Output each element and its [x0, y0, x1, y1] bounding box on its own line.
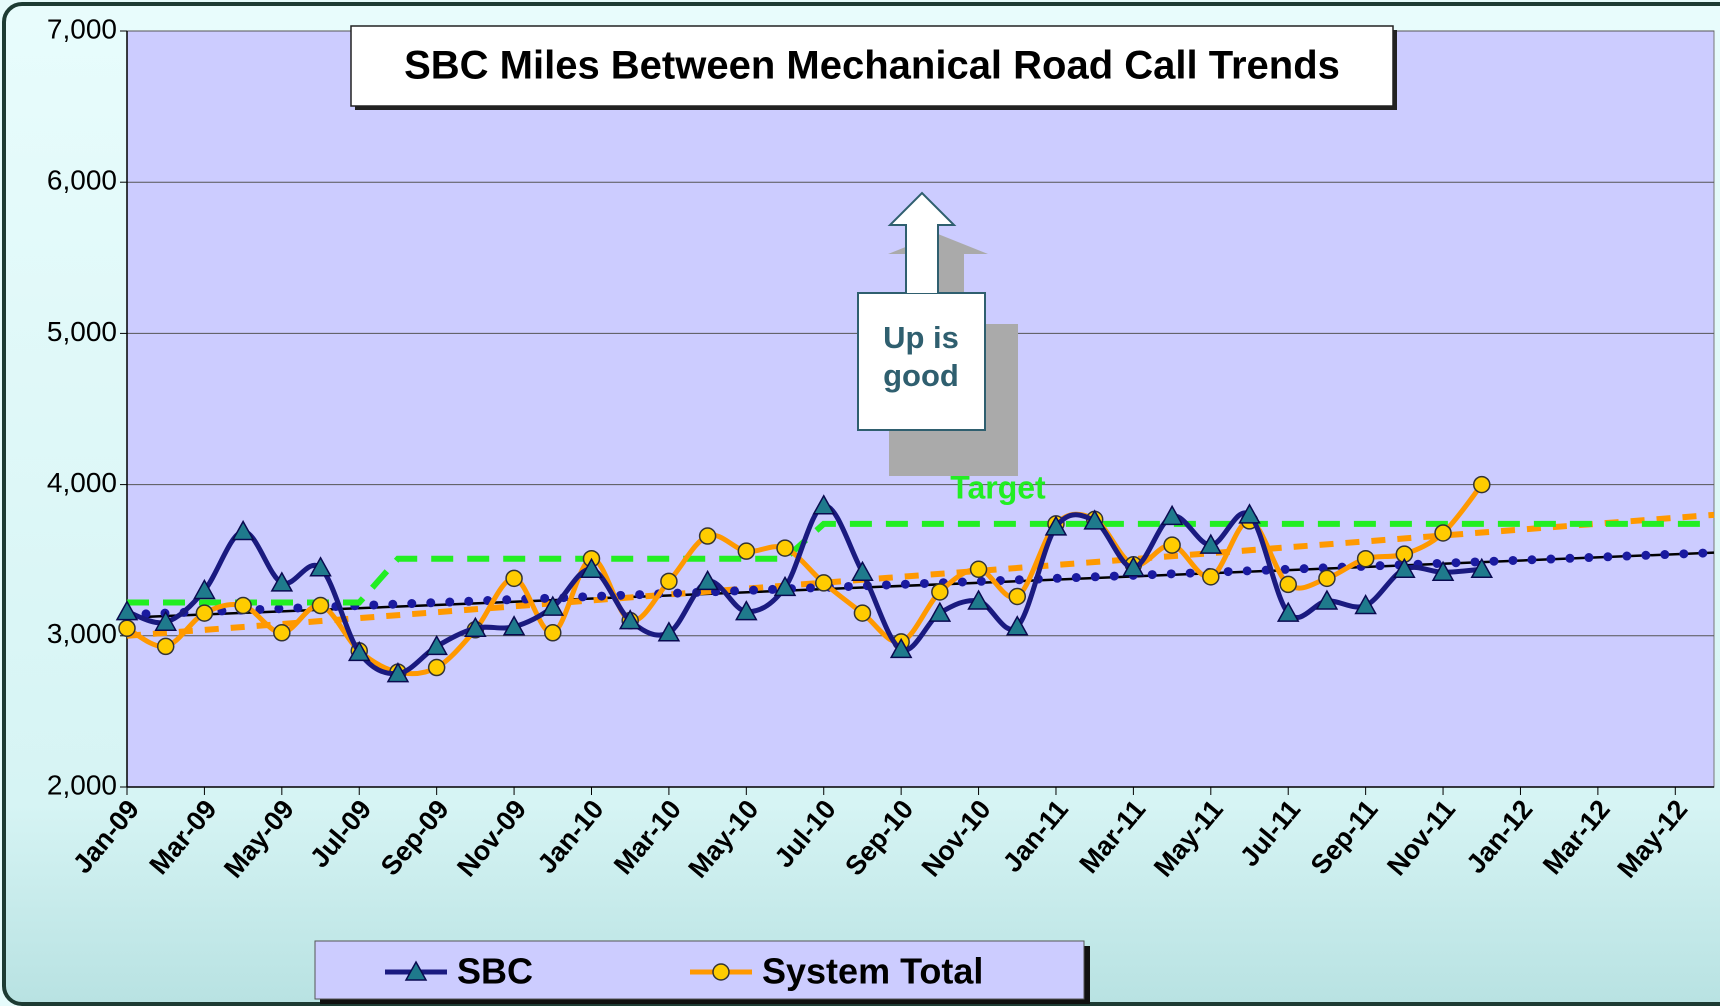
marker — [1122, 556, 1145, 577]
marker — [660, 572, 678, 591]
marker — [657, 621, 681, 642]
plot-area: 2,0003,0004,0005,0006,0007,000Jan-09Mar-… — [47, 13, 1719, 884]
marker — [193, 578, 216, 600]
marker — [812, 494, 836, 515]
marker — [1238, 503, 1261, 524]
y-tick-label: 7,000 — [47, 13, 117, 44]
marker — [115, 600, 139, 621]
marker — [154, 610, 177, 631]
marker — [1160, 504, 1184, 526]
marker — [776, 539, 794, 557]
marker — [309, 556, 332, 577]
marker — [618, 609, 642, 630]
marker — [1356, 549, 1375, 568]
marker — [931, 583, 949, 601]
marker — [1393, 557, 1416, 579]
marker — [311, 596, 330, 615]
callout-arrow — [887, 191, 957, 293]
marker — [273, 624, 291, 642]
legend-label: SBC — [457, 951, 533, 992]
marker — [889, 637, 913, 659]
marker — [195, 604, 214, 622]
y-tick-label: 3,000 — [47, 618, 117, 649]
marker — [502, 615, 526, 636]
marker — [853, 604, 872, 622]
legend-label: System Total — [762, 951, 983, 992]
marker — [234, 596, 252, 615]
marker — [1354, 594, 1377, 615]
marker — [967, 589, 990, 610]
marker — [1199, 533, 1223, 554]
marker — [1044, 515, 1068, 536]
marker — [737, 542, 756, 560]
marker — [118, 619, 136, 637]
chart-title: SBC Miles Between Mechanical Road Call T… — [404, 44, 1340, 88]
marker — [814, 574, 833, 592]
marker — [1276, 601, 1300, 622]
marker — [851, 560, 874, 582]
marker — [712, 963, 730, 981]
marker — [427, 658, 446, 677]
title-box — [350, 25, 1394, 107]
legend-items: SBC System Total — [385, 951, 983, 992]
marker — [969, 560, 988, 579]
marker — [1008, 587, 1027, 606]
marker — [1163, 536, 1181, 554]
marker — [464, 616, 487, 637]
marker — [231, 519, 255, 541]
y-tick-label: 5,000 — [47, 316, 117, 347]
marker — [1005, 615, 1029, 636]
marker — [425, 634, 448, 656]
y-tick-label: 2,000 — [47, 769, 117, 800]
callout-box — [857, 292, 986, 431]
marker — [1431, 560, 1455, 582]
marker — [1279, 575, 1297, 594]
marker — [505, 569, 523, 588]
marker — [1202, 568, 1220, 586]
trendline — [122, 548, 1719, 620]
marker — [1083, 509, 1106, 530]
marker — [698, 527, 717, 545]
callout: Up is good — [857, 191, 1018, 476]
marker — [1470, 557, 1494, 579]
marker — [1315, 589, 1339, 610]
y-tick-label: 4,000 — [47, 467, 117, 498]
marker — [386, 662, 410, 683]
marker — [404, 960, 428, 981]
marker — [1434, 524, 1452, 542]
marker — [696, 569, 719, 591]
callout-text: Up is — [883, 320, 959, 355]
marker — [270, 571, 294, 592]
callout-text: good — [883, 358, 959, 393]
marker — [928, 601, 952, 622]
marker — [1318, 569, 1336, 588]
y-tick-label: 6,000 — [47, 165, 117, 196]
marker — [347, 640, 371, 662]
marker — [580, 557, 603, 579]
marker — [156, 637, 175, 656]
marker — [1473, 475, 1491, 494]
marker — [541, 595, 565, 616]
marker — [544, 624, 562, 642]
marker — [735, 600, 758, 621]
marker — [773, 575, 797, 597]
